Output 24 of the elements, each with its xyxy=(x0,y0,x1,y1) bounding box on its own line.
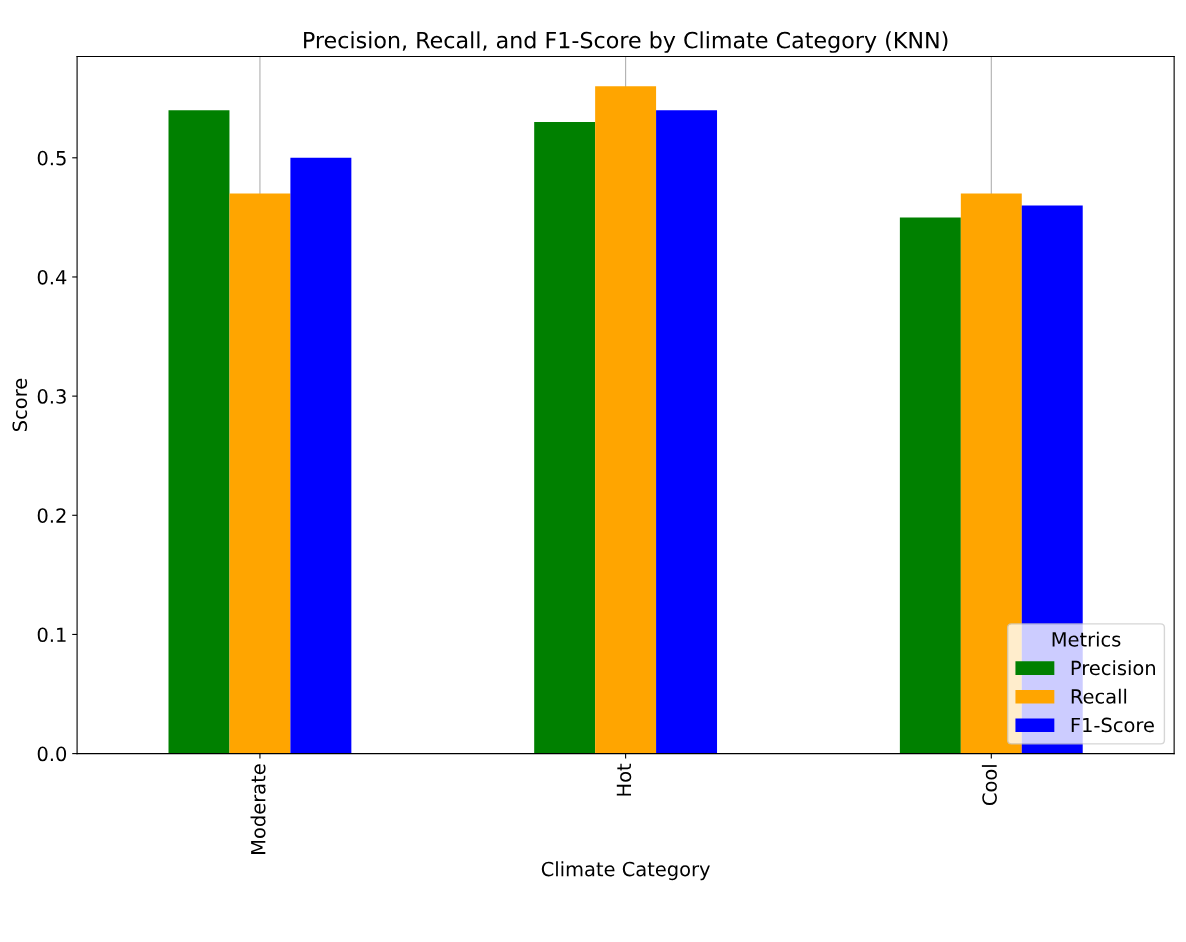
bar xyxy=(229,193,291,754)
legend-label: Precision xyxy=(1071,660,1155,676)
legend-label: F1-Score xyxy=(1071,717,1154,733)
legend-label: Recall xyxy=(1071,688,1127,704)
y-tick-label: 0.5 xyxy=(37,150,66,166)
bar xyxy=(595,86,657,754)
bar xyxy=(534,122,596,754)
chart-title: Precision, Recall, and F1-Score by Climate Category (KNN) xyxy=(304,31,948,53)
x-tick-label: Moderate xyxy=(250,764,266,854)
y-tick-label: 0.0 xyxy=(37,746,67,762)
bar xyxy=(290,157,352,754)
bar xyxy=(656,110,718,754)
y-tick-label: 0.1 xyxy=(37,627,66,643)
y-tick-label: 0.4 xyxy=(37,269,67,285)
legend-title: Metrics xyxy=(1052,631,1121,647)
x-axis-title: Climate Category xyxy=(541,861,710,881)
bar xyxy=(899,217,961,754)
bar xyxy=(168,110,230,754)
x-tick-label: Cool xyxy=(981,765,997,806)
bar xyxy=(960,193,1022,754)
x-tick-label: Hot xyxy=(616,763,632,796)
y-tick-label: 0.2 xyxy=(37,508,66,523)
y-axis-title: Score xyxy=(12,378,28,431)
y-tick-label: 0.3 xyxy=(37,389,66,404)
